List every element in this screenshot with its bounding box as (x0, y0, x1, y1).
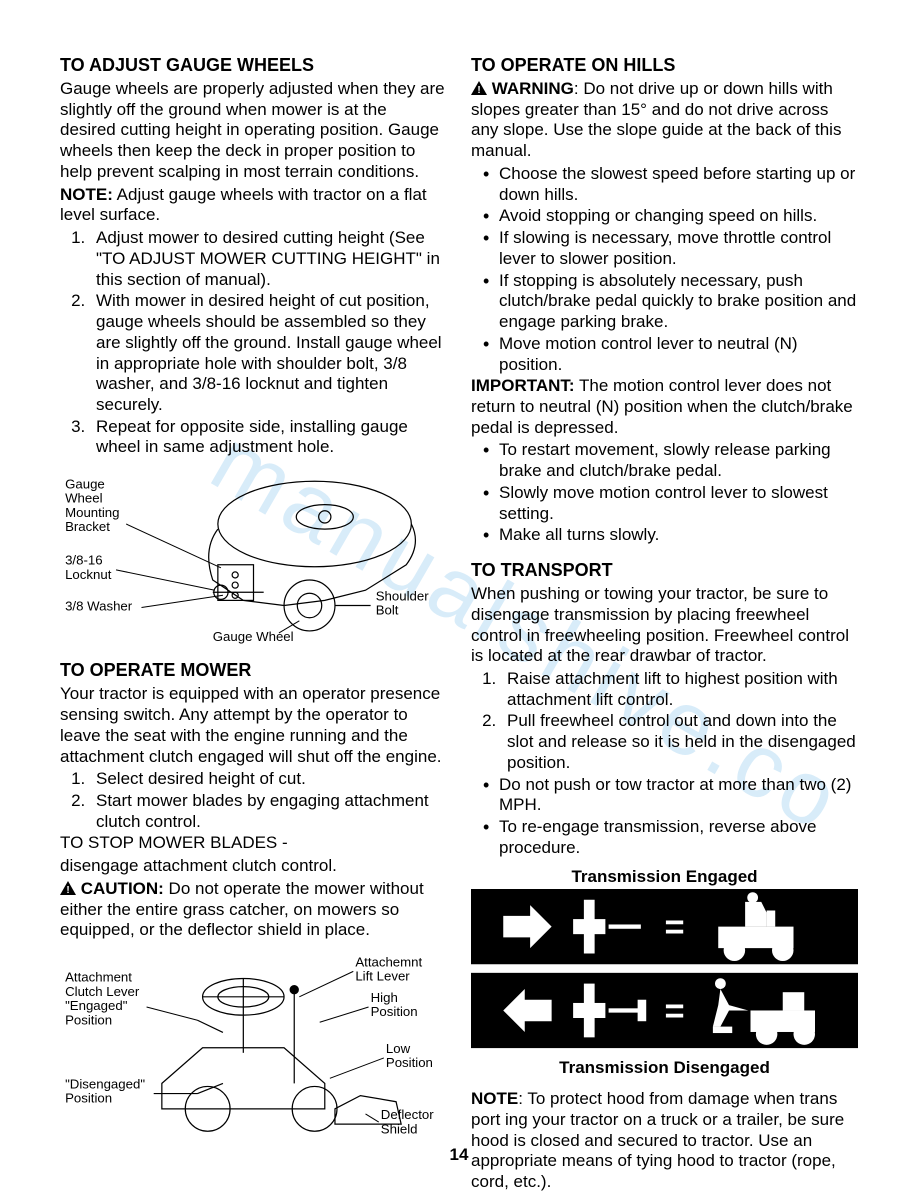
gauge-step-2: With mower in desired height of cut posi… (90, 291, 447, 415)
caution-label: CAUTION: (76, 879, 169, 898)
diag2-label-liftlever: AttachemntLift Lever (355, 954, 422, 983)
svg-text:!: ! (66, 885, 69, 895)
transport-step-2: Pull freewheel control out and down into… (501, 711, 858, 773)
caution-block: ! CAUTION: Do not operate the mower with… (60, 879, 447, 941)
important-label: IMPORTANT: (471, 376, 575, 395)
mower-controls-diagram: AttachmentClutch Lever"Engaged"Position … (60, 951, 447, 1150)
transmission-diagram: Transmission Engaged = (471, 867, 858, 1079)
diag2-label-disengaged: "Disengaged"Position (65, 1077, 145, 1106)
stop-blades-text: disengage attachment clutch control. (60, 856, 447, 877)
gauge-step-1: Adjust mower to desired cutting height (… (90, 228, 447, 290)
diag1-label-bolt: ShoulderBolt (376, 589, 430, 618)
diag2-label-engaged: AttachmentClutch Lever"Engaged"Position (65, 970, 140, 1028)
restart-bullet-3: Make all turns slowly. (483, 525, 858, 546)
transmission-svg: = = (471, 889, 858, 1050)
heading-hills: TO OPERATE ON HILLS (471, 55, 858, 77)
warning-label: WARNING (487, 79, 574, 98)
gauge-steps: Adjust mower to desired cutting height (… (60, 228, 447, 458)
important-block: IMPORTANT: The motion control lever does… (471, 376, 858, 438)
para-transport: When pushing or towing your tractor, be … (471, 584, 858, 667)
heading-gauge-wheels: TO ADJUST GAUGE WHEELS (60, 55, 447, 77)
note-hood: NOTE: To protect hood from damage when t… (471, 1089, 858, 1193)
diag1-label-bracket: GaugeWheelMountingBracket (65, 477, 119, 535)
hills-bullet-4: If stopping is absolutely necessary, pus… (483, 271, 858, 333)
heading-transport: TO TRANSPORT (471, 560, 858, 582)
restart-bullet-1: To restart movement, slowly release park… (483, 440, 858, 481)
page-columns: TO ADJUST GAUGE WHEELS Gauge wheels are … (60, 55, 858, 1195)
note2-text: : To protect hood from damage when trans… (471, 1089, 844, 1191)
warning-triangle-icon: ! (471, 80, 487, 94)
transport-step-1: Raise attachment lift to highest positio… (501, 669, 858, 710)
svg-text:=: = (665, 909, 685, 947)
warning-triangle-icon: ! (60, 880, 76, 894)
transport-bullets: Do not push or tow tractor at more than … (471, 775, 858, 859)
hills-bullets: Choose the slowest speed before starting… (471, 164, 858, 375)
warning-hills: ! WARNING: Do not drive up or down hills… (471, 79, 858, 162)
hills-bullet-1: Choose the slowest speed before starting… (483, 164, 858, 205)
hills-bullet-5: Move motion control lever to neutral (N)… (483, 334, 858, 375)
restart-bullet-2: Slowly move motion control lever to slow… (483, 483, 858, 524)
mower-step-1: Select desired height of cut. (90, 769, 447, 790)
svg-text:!: ! (477, 85, 480, 95)
note2-label: NOTE (471, 1089, 518, 1108)
note-gauge: NOTE: Adjust gauge wheels with tractor o… (60, 185, 447, 226)
svg-text:=: = (665, 993, 685, 1031)
restart-bullets: To restart movement, slowly release park… (471, 440, 858, 546)
transport-bullet-2: To re-engage transmission, reverse above… (483, 817, 858, 858)
gauge-wheel-diagram: GaugeWheelMountingBracket 3/8-16Locknut … (60, 468, 447, 646)
diag1-label-locknut: 3/8-16Locknut (65, 553, 112, 582)
para-gauge-intro: Gauge wheels are properly adjusted when … (60, 79, 447, 183)
trans-disengaged-caption: Transmission Disengaged (471, 1058, 858, 1079)
stop-blades-heading: TO STOP MOWER BLADES - (60, 833, 447, 854)
diag2-label-high: HighPosition (371, 990, 418, 1019)
note-text: Adjust gauge wheels with tractor on a fl… (60, 185, 427, 225)
note-label: NOTE: (60, 185, 113, 204)
hills-bullet-2: Avoid stopping or changing speed on hill… (483, 206, 858, 227)
gauge-step-3: Repeat for opposite side, installing gau… (90, 417, 447, 458)
heading-operate-mower: TO OPERATE MOWER (60, 660, 447, 682)
right-column: TO OPERATE ON HILLS ! WARNING: Do not dr… (471, 55, 858, 1195)
diag2-label-deflector: DeflectorShield (381, 1107, 434, 1136)
diag2-label-low: LowPosition (386, 1041, 433, 1070)
trans-engaged-caption: Transmission Engaged (471, 867, 858, 888)
left-column: TO ADJUST GAUGE WHEELS Gauge wheels are … (60, 55, 447, 1195)
diag1-label-washer: 3/8 Washer (65, 599, 133, 614)
transport-bullet-1: Do not push or tow tractor at more than … (483, 775, 858, 816)
mower-step-2: Start mower blades by engaging attachmen… (90, 791, 447, 832)
transport-steps: Raise attachment lift to highest positio… (471, 669, 858, 774)
hills-bullet-3: If slowing is necessary, move throttle c… (483, 228, 858, 269)
para-operate-mower: Your tractor is equipped with an operato… (60, 684, 447, 767)
mower-steps: Select desired height of cut. Start mowe… (60, 769, 447, 832)
